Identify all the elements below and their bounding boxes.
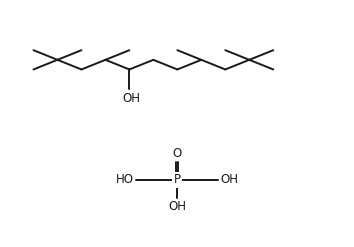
Text: OH: OH — [168, 200, 186, 213]
Text: O: O — [172, 147, 182, 160]
Text: P: P — [173, 173, 181, 186]
Text: OH: OH — [122, 92, 140, 105]
Text: HO: HO — [116, 173, 133, 186]
Text: OH: OH — [221, 173, 238, 186]
